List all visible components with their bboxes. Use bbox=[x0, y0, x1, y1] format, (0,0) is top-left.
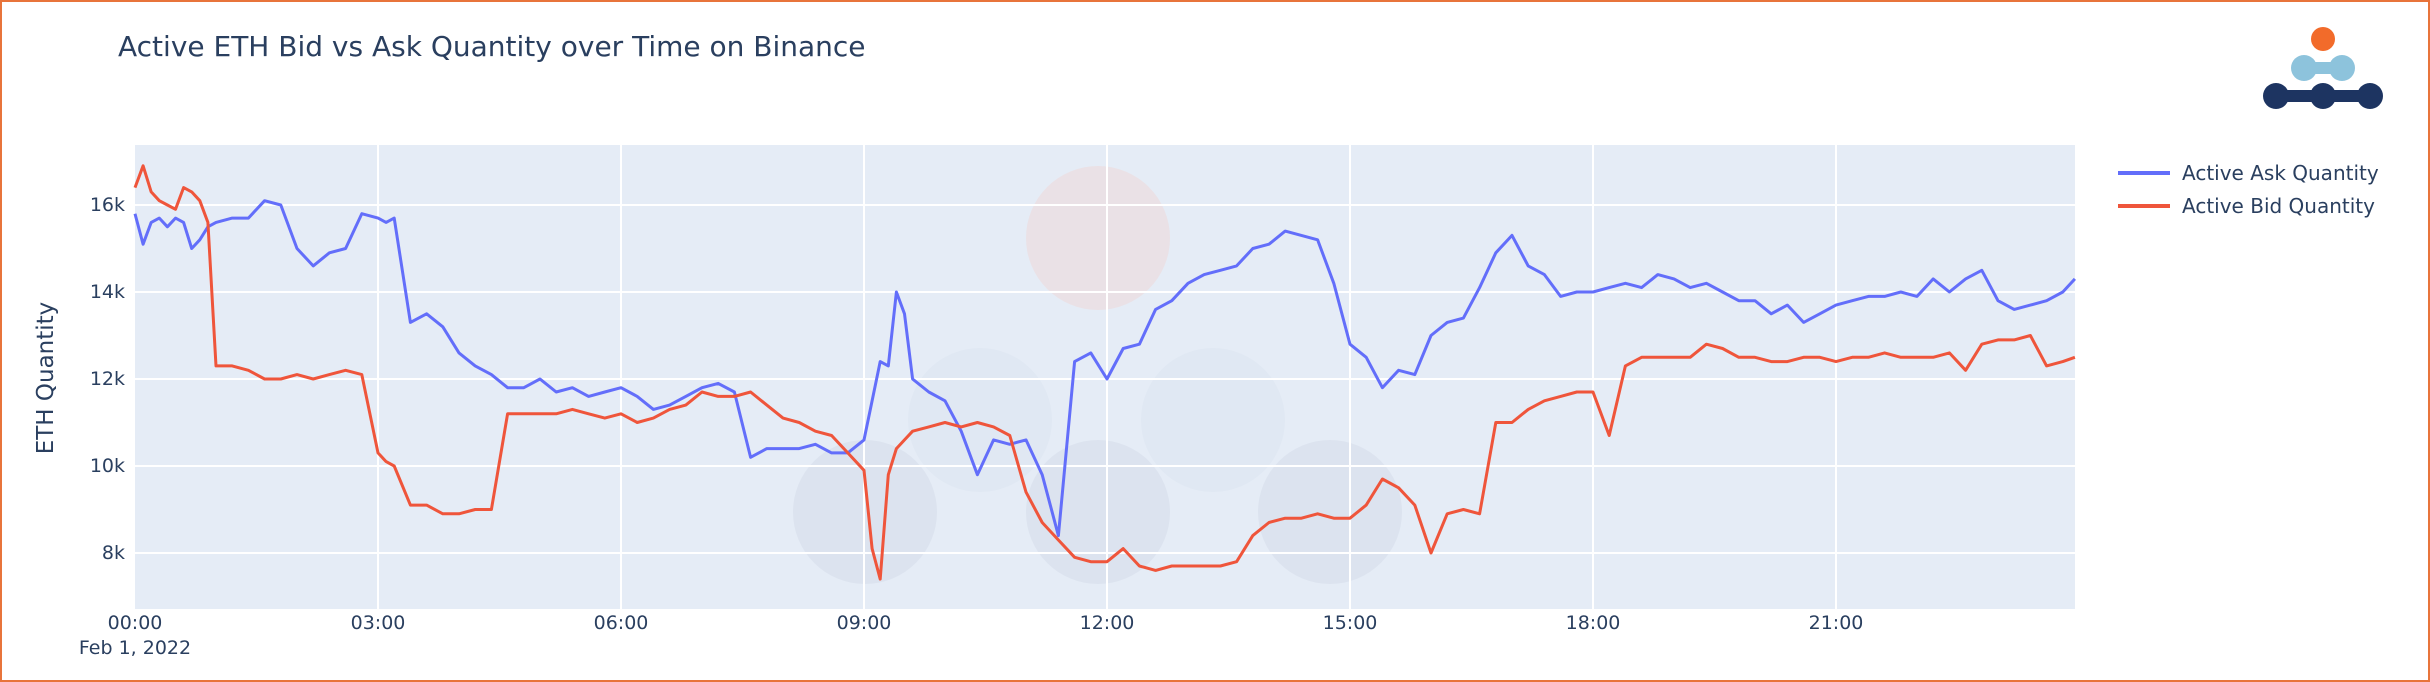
x-tick-label: 00:00 bbox=[107, 612, 163, 634]
y-tick-label: 10k bbox=[89, 455, 125, 477]
y-tick-label: 14k bbox=[89, 281, 125, 303]
x-tick-label: 18:00 bbox=[1565, 612, 1621, 634]
y-axis-title: ETH Quantity bbox=[33, 301, 59, 455]
legend-label-bid: Active Bid Quantity bbox=[2182, 193, 2375, 218]
x-tick-label: 03:00 bbox=[350, 612, 406, 634]
watermark-logo-icon bbox=[1141, 348, 1285, 492]
x-tick-label: 21:00 bbox=[1808, 612, 1864, 634]
legend-item-ask[interactable]: Active Ask Quantity bbox=[2118, 156, 2379, 189]
y-tick-label: 12k bbox=[89, 368, 125, 390]
chart-title: Active ETH Bid vs Ask Quantity over Time… bbox=[118, 30, 866, 63]
legend: Active Ask Quantity Active Bid Quantity bbox=[2118, 156, 2379, 222]
legend-line-bid-icon bbox=[2118, 203, 2170, 208]
ask-quantity-line[interactable] bbox=[133, 199, 2077, 538]
brand-logo-icon bbox=[2263, 27, 2383, 109]
x-tick-label: 09:00 bbox=[836, 612, 892, 634]
y-tick-label: 8k bbox=[101, 542, 125, 564]
bid-quantity-line[interactable] bbox=[133, 164, 2076, 581]
x-axis-date-label: Feb 1, 2022 bbox=[78, 637, 192, 659]
watermark-logo-icon bbox=[1026, 166, 1170, 310]
watermark-logo-icon bbox=[1026, 440, 1170, 584]
y-tick-label: 16k bbox=[89, 194, 125, 216]
x-tick-label: 15:00 bbox=[1322, 612, 1378, 634]
legend-label-ask: Active Ask Quantity bbox=[2182, 160, 2379, 185]
x-tick-label: 06:00 bbox=[593, 612, 649, 634]
watermark-logo-icon bbox=[1258, 440, 1402, 584]
x-tick-label: 12:00 bbox=[1079, 612, 1135, 634]
legend-line-ask-icon bbox=[2118, 170, 2170, 175]
legend-item-bid[interactable]: Active Bid Quantity bbox=[2118, 189, 2379, 222]
